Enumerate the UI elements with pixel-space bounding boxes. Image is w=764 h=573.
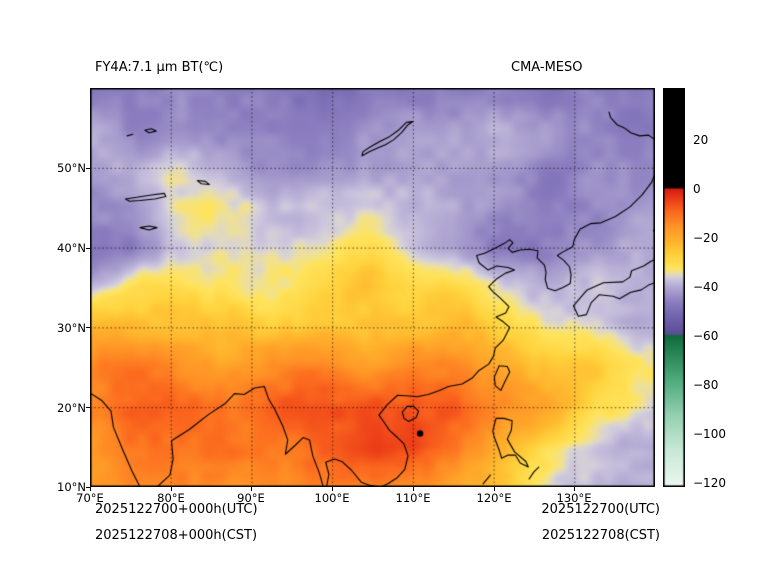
x-tick-mark xyxy=(413,487,414,491)
colorbar-tick-label: −20 xyxy=(693,231,719,245)
init-time-cst: 2025122708+000h(CST) xyxy=(95,528,258,543)
colorbar-tick-label: 20 xyxy=(693,133,709,147)
colorbar-tick-label: 0 xyxy=(693,182,701,196)
lon-tick-label: 110°E xyxy=(395,491,431,505)
x-tick-mark xyxy=(494,487,495,491)
colorbar-tick-label: −80 xyxy=(693,378,719,392)
y-tick-mark xyxy=(86,327,90,328)
lon-tick-label: 120°E xyxy=(476,491,512,505)
x-tick-mark xyxy=(90,487,91,491)
x-tick-mark xyxy=(171,487,172,491)
x-tick-mark xyxy=(332,487,333,491)
init-time-utc: 2025122700+000h(UTC) xyxy=(95,502,258,517)
model-title: CMA-MESO xyxy=(511,60,583,75)
colorbar-tick-label: −120 xyxy=(693,476,726,490)
lon-tick-label: 90°E xyxy=(237,491,265,505)
lat-tick-label: 50°N xyxy=(57,161,86,175)
y-tick-mark xyxy=(86,248,90,249)
colorbar-tick-label: −60 xyxy=(693,329,719,343)
y-tick-mark xyxy=(86,487,90,488)
bt-field-canvas xyxy=(90,88,655,487)
lon-tick-label: 80°E xyxy=(157,491,185,505)
colorbar xyxy=(663,88,685,487)
x-tick-mark xyxy=(574,487,575,491)
lat-tick-label: 10°N xyxy=(57,480,86,494)
lon-tick-label: 130°E xyxy=(556,491,592,505)
x-tick-mark xyxy=(251,487,252,491)
lon-tick-label: 100°E xyxy=(314,491,350,505)
map-plot xyxy=(90,88,655,487)
colorbar-gradient xyxy=(663,88,685,487)
valid-time-utc: 2025122700(UTC) xyxy=(541,502,660,517)
lat-tick-label: 20°N xyxy=(57,401,86,415)
y-tick-mark xyxy=(86,168,90,169)
valid-time-cst: 2025122708(CST) xyxy=(541,528,660,543)
lat-tick-label: 30°N xyxy=(57,321,86,335)
y-tick-mark xyxy=(86,407,90,408)
colorbar-tick-label: −40 xyxy=(693,280,719,294)
lon-tick-label: 70°E xyxy=(76,491,104,505)
colorbar-tick-label: −100 xyxy=(693,427,726,441)
lat-tick-label: 40°N xyxy=(57,241,86,255)
plot-title: FY4A:7.1 μm BT(℃) xyxy=(95,60,224,75)
